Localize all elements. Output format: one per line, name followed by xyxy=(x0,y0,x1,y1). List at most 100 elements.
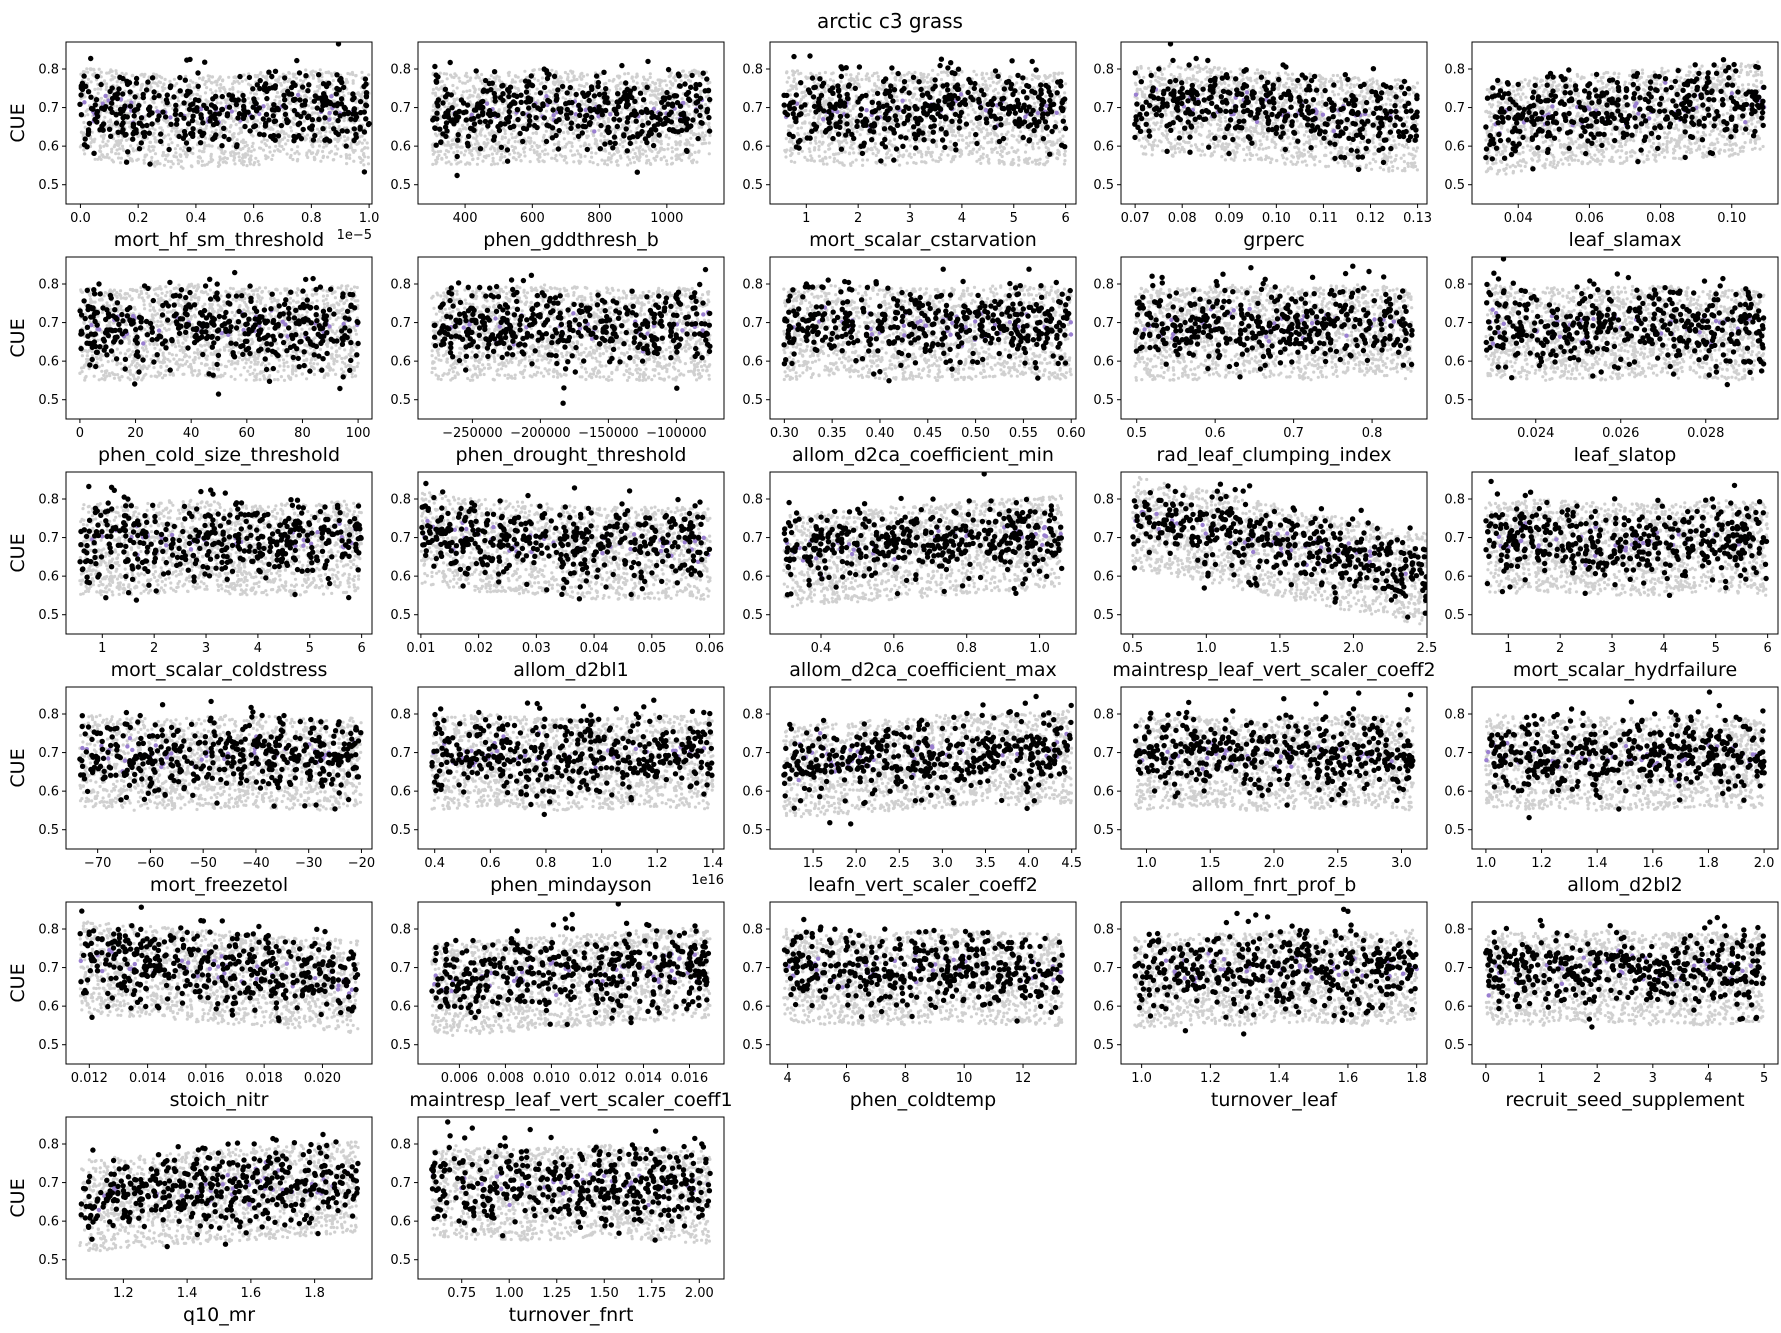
sample-point xyxy=(487,119,494,125)
sample-point xyxy=(311,98,317,104)
background-point xyxy=(220,148,224,152)
background-point xyxy=(268,150,272,154)
sample-point xyxy=(341,104,347,111)
sample-point xyxy=(623,104,630,110)
background-point xyxy=(834,129,838,133)
background-point xyxy=(357,140,362,144)
background-point xyxy=(228,87,232,91)
background-point xyxy=(603,159,607,163)
sample-point xyxy=(518,92,524,98)
sample-point xyxy=(500,91,506,97)
background-point xyxy=(197,136,201,140)
background-point xyxy=(161,88,165,93)
background-point xyxy=(151,81,155,85)
sample-point xyxy=(679,127,685,133)
background-point xyxy=(476,150,480,154)
background-point xyxy=(599,132,604,136)
sample-point xyxy=(569,99,575,106)
background-point xyxy=(697,150,701,154)
sample-point xyxy=(130,136,136,142)
background-point xyxy=(640,120,644,124)
background-point xyxy=(86,70,90,74)
highlight-point xyxy=(168,115,173,120)
background-point xyxy=(169,165,173,169)
background-point xyxy=(296,145,300,149)
background-point xyxy=(582,144,586,148)
background-point xyxy=(284,142,288,146)
background-point xyxy=(634,155,639,159)
background-point xyxy=(936,73,940,77)
background-point xyxy=(658,84,662,88)
background-point xyxy=(86,77,90,81)
sample-point xyxy=(271,118,277,125)
sample-point xyxy=(435,97,442,103)
background-point xyxy=(924,153,928,157)
sample-point xyxy=(158,138,164,145)
background-point xyxy=(572,116,576,120)
background-point xyxy=(888,139,892,143)
background-point xyxy=(792,79,796,84)
background-point xyxy=(443,83,447,87)
background-point xyxy=(648,72,652,76)
background-point xyxy=(292,116,296,121)
sample-point xyxy=(657,117,663,123)
sample-point xyxy=(465,102,471,108)
background-point xyxy=(981,126,986,130)
sample-point xyxy=(82,136,88,142)
sample-point xyxy=(480,111,486,118)
background-point xyxy=(277,95,281,99)
sample-point xyxy=(221,133,227,140)
background-point xyxy=(474,146,478,150)
background-point xyxy=(478,95,482,99)
background-point xyxy=(97,67,101,71)
background-point xyxy=(1038,157,1042,161)
background-point xyxy=(472,146,476,151)
background-point xyxy=(614,87,619,91)
background-point xyxy=(473,88,477,92)
background-point xyxy=(536,78,540,83)
background-point xyxy=(151,100,155,104)
sample-point xyxy=(529,82,536,89)
sample-point xyxy=(631,108,638,114)
sample-point xyxy=(595,79,602,86)
sample-point xyxy=(221,125,227,131)
sample-point xyxy=(124,78,130,85)
sample-point xyxy=(363,93,370,99)
background-point xyxy=(617,149,621,154)
sample-point xyxy=(669,101,676,107)
highlight-point xyxy=(583,107,588,113)
sample-point xyxy=(162,114,169,120)
background-point xyxy=(575,128,579,132)
background-point xyxy=(121,147,125,151)
background-point xyxy=(265,76,269,80)
background-point xyxy=(660,87,664,91)
background-point xyxy=(348,153,352,157)
sample-point xyxy=(473,68,479,74)
background-point xyxy=(366,146,370,150)
background-point xyxy=(688,153,692,158)
sample-point xyxy=(291,107,298,114)
background-point xyxy=(904,91,908,95)
sample-point xyxy=(212,116,218,122)
background-point xyxy=(912,94,916,98)
background-point xyxy=(240,79,244,83)
background-point xyxy=(703,133,707,138)
background-point xyxy=(578,161,582,165)
background-point xyxy=(644,114,648,118)
sample-point xyxy=(697,112,703,119)
sample-point xyxy=(527,97,534,104)
background-point xyxy=(440,79,444,83)
sample-point xyxy=(625,115,631,121)
background-point xyxy=(189,79,193,83)
sample-point xyxy=(591,93,598,99)
background-point xyxy=(803,155,807,159)
background-point xyxy=(867,79,871,83)
background-point xyxy=(196,93,200,97)
background-point xyxy=(795,69,800,73)
background-point xyxy=(953,134,958,138)
background-point xyxy=(668,86,672,90)
background-point xyxy=(143,155,147,159)
background-point xyxy=(292,75,296,79)
background-point xyxy=(256,159,260,163)
background-point xyxy=(143,118,147,122)
